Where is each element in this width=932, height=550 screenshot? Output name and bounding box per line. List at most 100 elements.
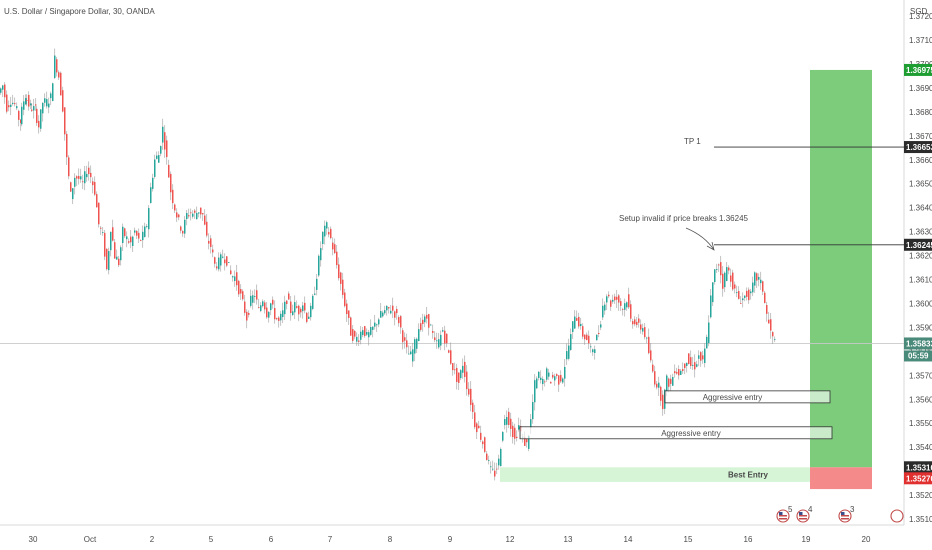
candle-body (258, 307, 260, 308)
candle-body (474, 412, 476, 428)
y-tick-label: 1.36400 (909, 204, 932, 213)
candle-body (456, 367, 458, 382)
candle-body (168, 164, 170, 178)
candle-body (332, 242, 334, 250)
candle-body (266, 307, 268, 318)
candle-body (720, 262, 722, 276)
x-tick-label: 8 (388, 535, 393, 544)
candle-body (658, 382, 660, 388)
aggressive-entry-label: Aggressive entry (703, 393, 763, 402)
y-tick-label: 1.35900 (909, 323, 932, 332)
candle-body (690, 357, 692, 366)
candle-body (542, 378, 544, 385)
candle-body (696, 364, 698, 367)
candle-body (488, 460, 490, 461)
candle-body (508, 411, 510, 425)
candle-body (440, 334, 442, 346)
candle-body (126, 236, 128, 240)
candle-body (692, 364, 694, 366)
y-tick-label: 1.35200 (909, 491, 932, 500)
candle-body (368, 332, 370, 338)
candle-body (378, 319, 380, 325)
candle-body (262, 301, 264, 307)
candle-body (284, 301, 286, 315)
candle-body (206, 221, 208, 236)
candle-body (688, 353, 690, 364)
candle-body (744, 295, 746, 298)
candle-body (500, 448, 502, 467)
candle-body (654, 371, 656, 385)
candle-body (134, 230, 136, 233)
candle-body (356, 336, 358, 342)
candle-body (160, 146, 162, 154)
candle-body (606, 296, 608, 303)
candle-body (320, 248, 322, 261)
candle-body (352, 329, 354, 341)
candle-body (496, 468, 498, 470)
candle-body (446, 333, 448, 344)
candle-body (734, 284, 736, 289)
candle-body (630, 304, 632, 319)
candle-body (410, 351, 412, 355)
candle-body (20, 119, 22, 124)
candle-body (506, 417, 508, 425)
candle-body (224, 259, 226, 264)
take-profit-price-tag: 1.36975 (906, 66, 932, 75)
take-profit-price-tag-bg (904, 63, 932, 76)
candle-body (25, 98, 27, 105)
candle-body (684, 363, 686, 369)
candle-body (552, 374, 554, 378)
candle-body (178, 214, 180, 218)
candle-body (544, 381, 546, 383)
candle-body (650, 350, 652, 361)
candle-body (406, 340, 408, 348)
candle-body (142, 231, 144, 241)
candle-body (564, 366, 566, 379)
candle-body (454, 369, 456, 371)
candle-body (154, 159, 156, 177)
candle-body (84, 171, 86, 184)
candle-body (44, 98, 46, 103)
candle-body (398, 317, 400, 324)
candle-body (16, 106, 18, 109)
y-tick-label: 1.37200 (909, 12, 932, 21)
candle-body (364, 326, 366, 337)
candle-body (176, 212, 178, 218)
candle-body (14, 103, 16, 105)
us-flag-icon-canton (799, 512, 803, 515)
candle-body (118, 258, 120, 266)
candle-body (68, 157, 70, 177)
candle-body (524, 437, 526, 446)
candle-body (264, 302, 266, 310)
candle-body (772, 332, 774, 337)
candle-body (656, 383, 658, 388)
candle-body (698, 355, 700, 359)
candle-body (590, 346, 592, 348)
us-flag-icon (890, 509, 904, 523)
candle-body (248, 312, 250, 315)
profit-zone (810, 69, 872, 468)
candle-body (710, 295, 712, 318)
candle-body (476, 423, 478, 433)
candle-body (214, 257, 216, 264)
candle-body (18, 110, 20, 120)
candle-body (576, 318, 578, 321)
candle-body (518, 425, 520, 430)
candle-body (164, 132, 166, 150)
candle-body (618, 295, 620, 303)
tp1-label: TP 1 (684, 137, 701, 146)
candle-body (76, 176, 78, 179)
candle-body (144, 226, 146, 237)
candle-body (490, 466, 492, 468)
candle-body (592, 349, 594, 353)
candle-body (486, 453, 488, 461)
candle-body (678, 369, 680, 376)
y-tick-label: 1.37100 (909, 36, 932, 45)
candle-body (450, 350, 452, 364)
candle-body (458, 372, 460, 383)
x-tick-label: 13 (564, 535, 573, 544)
x-tick-label: 20 (862, 535, 871, 544)
x-tick-label: 2 (150, 535, 155, 544)
